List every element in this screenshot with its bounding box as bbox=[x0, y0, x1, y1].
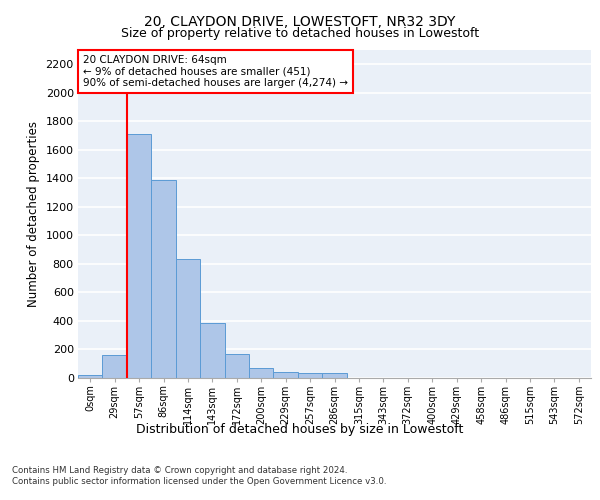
Bar bbox=[200, 322, 224, 378]
Bar bbox=[103, 356, 127, 378]
Bar bbox=[298, 373, 322, 378]
Bar bbox=[322, 373, 347, 378]
Bar bbox=[127, 134, 151, 378]
Bar bbox=[176, 258, 200, 378]
Text: 20, CLAYDON DRIVE, LOWESTOFT, NR32 3DY: 20, CLAYDON DRIVE, LOWESTOFT, NR32 3DY bbox=[145, 15, 455, 29]
Text: Distribution of detached houses by size in Lowestoft: Distribution of detached houses by size … bbox=[136, 422, 464, 436]
Text: Contains public sector information licensed under the Open Government Licence v3: Contains public sector information licen… bbox=[12, 478, 386, 486]
Bar bbox=[274, 372, 298, 378]
Bar bbox=[151, 180, 176, 378]
Text: Size of property relative to detached houses in Lowestoft: Size of property relative to detached ho… bbox=[121, 28, 479, 40]
Bar bbox=[224, 354, 249, 378]
Bar bbox=[78, 374, 103, 378]
Text: Contains HM Land Registry data © Crown copyright and database right 2024.: Contains HM Land Registry data © Crown c… bbox=[12, 466, 347, 475]
Y-axis label: Number of detached properties: Number of detached properties bbox=[27, 120, 40, 306]
Bar bbox=[249, 368, 274, 378]
Text: 20 CLAYDON DRIVE: 64sqm
← 9% of detached houses are smaller (451)
90% of semi-de: 20 CLAYDON DRIVE: 64sqm ← 9% of detached… bbox=[83, 55, 348, 88]
